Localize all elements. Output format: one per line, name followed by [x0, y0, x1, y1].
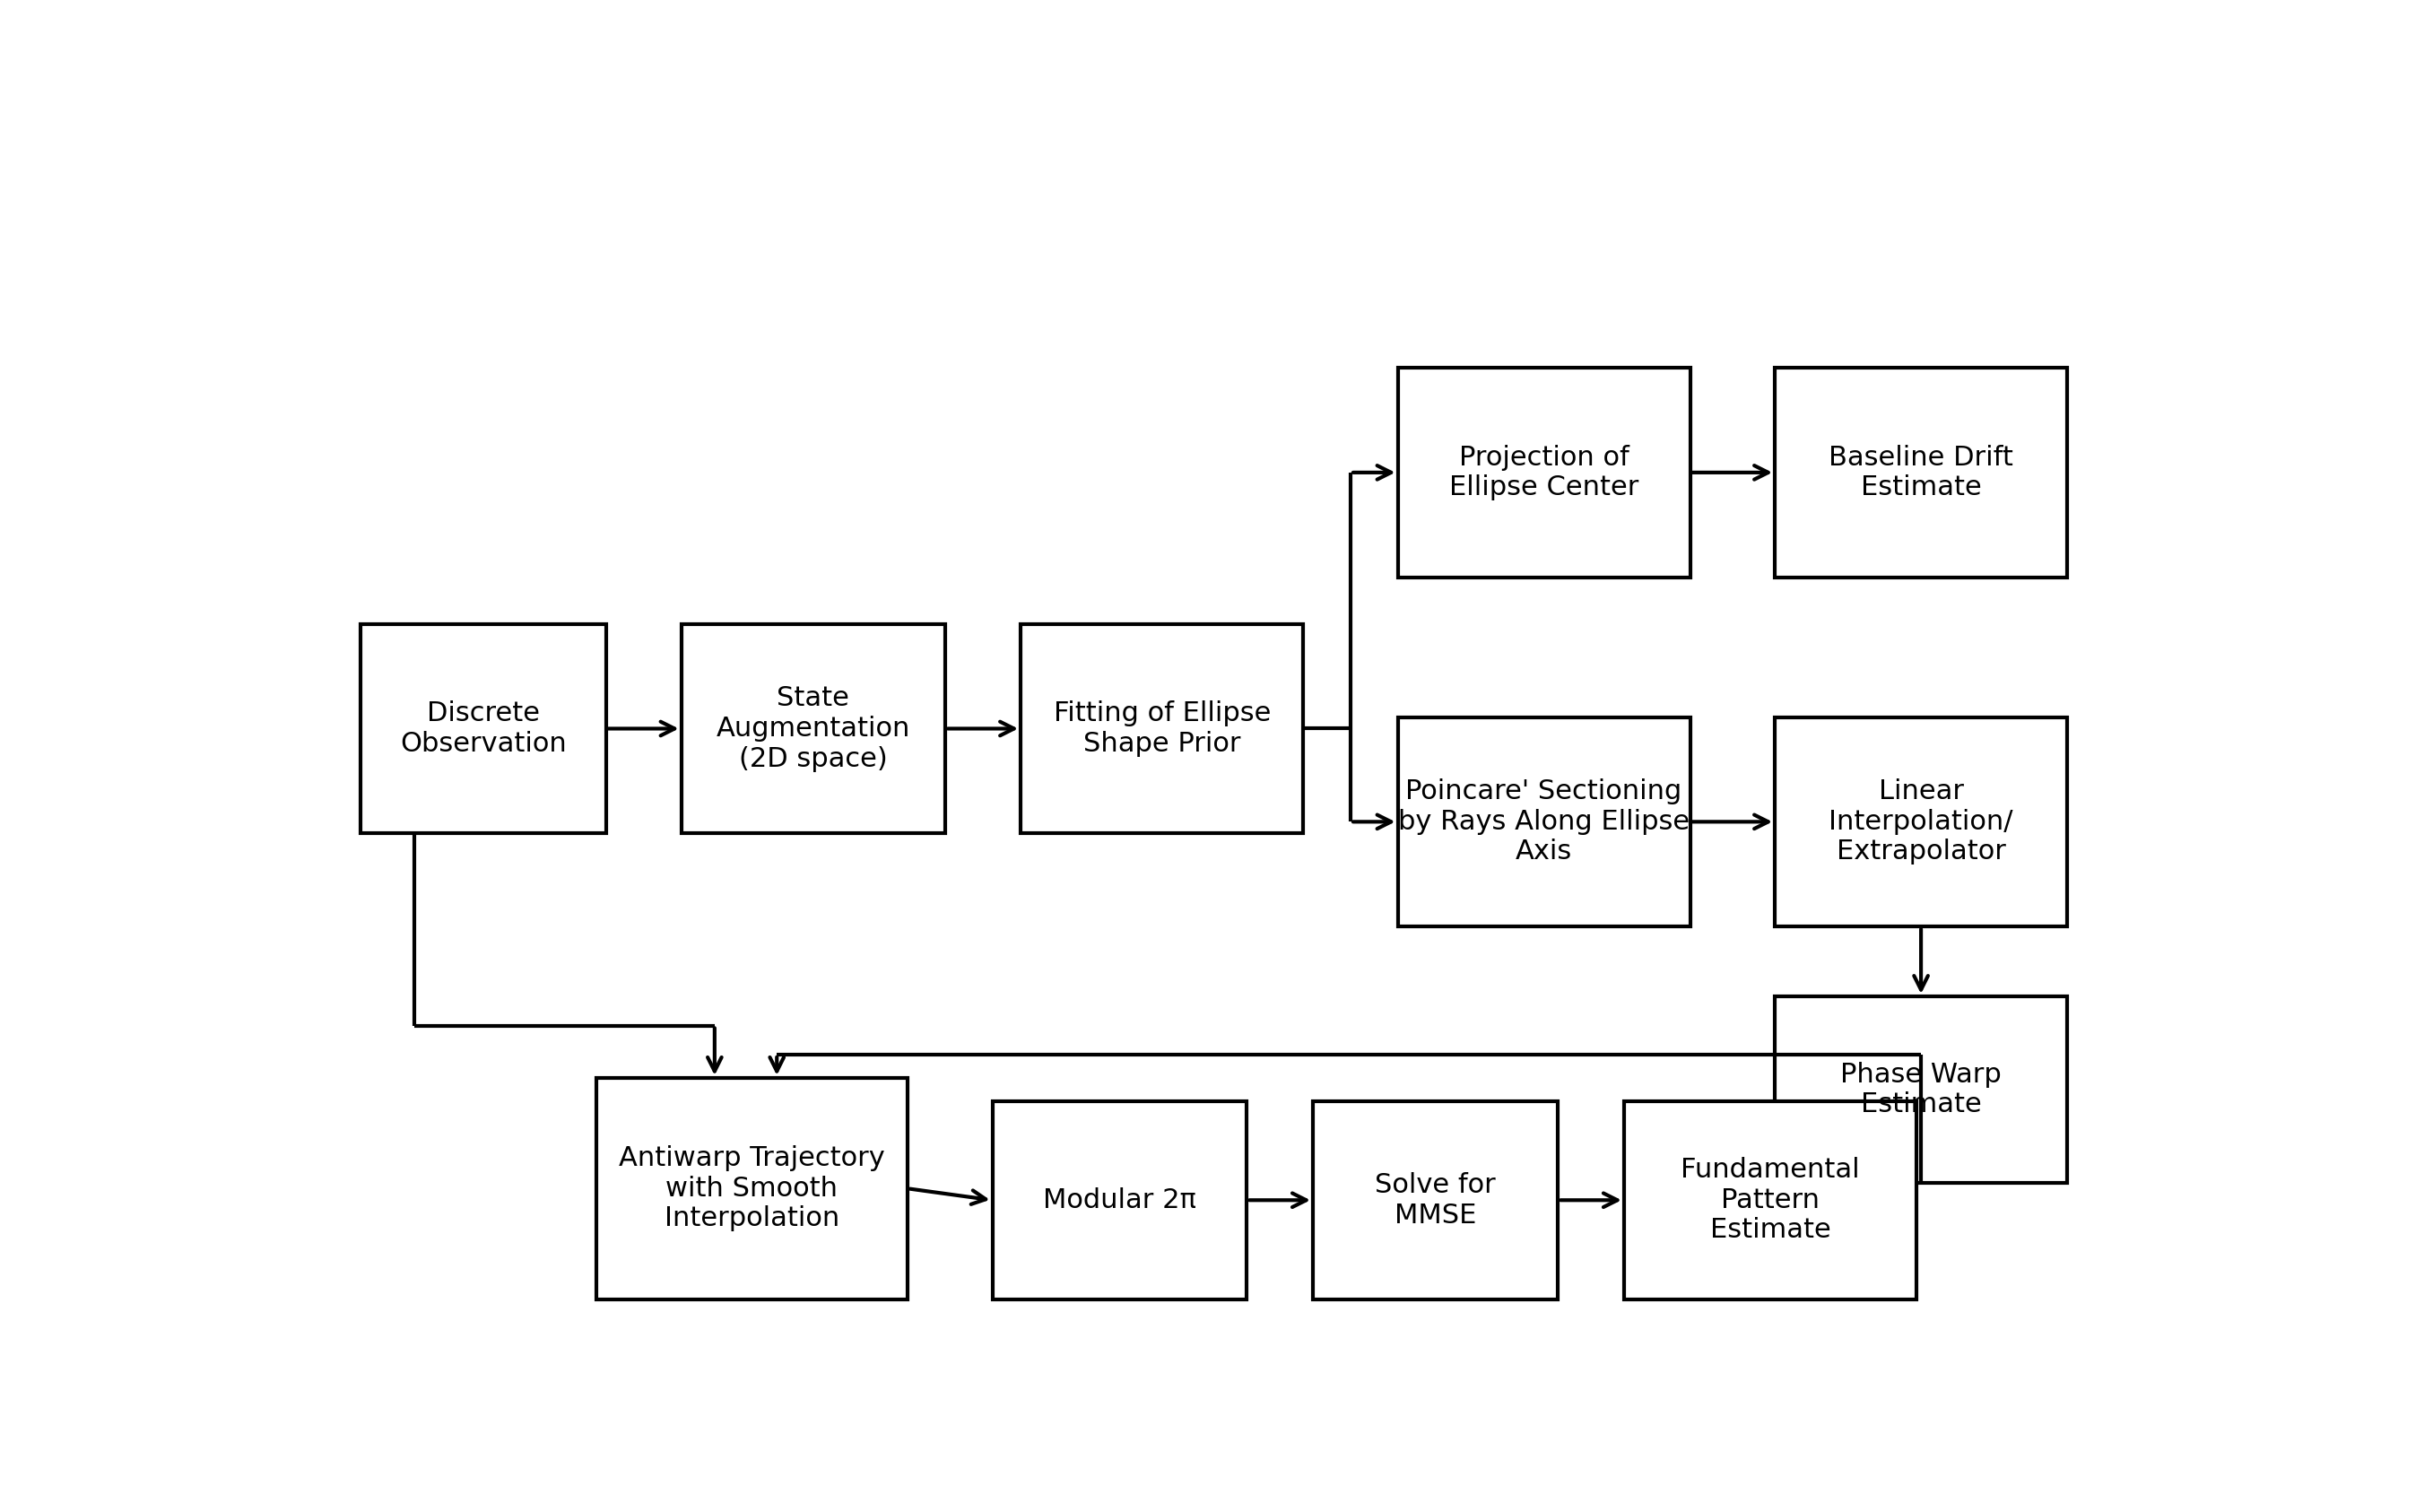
- Text: Solve for
MMSE: Solve for MMSE: [1375, 1172, 1496, 1228]
- FancyBboxPatch shape: [681, 624, 944, 833]
- Text: Poincare' Sectioning
by Rays Along Ellipse
Axis: Poincare' Sectioning by Rays Along Ellip…: [1399, 779, 1689, 865]
- FancyBboxPatch shape: [1022, 624, 1304, 833]
- Text: Phase Warp
Estimate: Phase Warp Estimate: [1839, 1061, 2002, 1117]
- Text: Projection of
Ellipse Center: Projection of Ellipse Center: [1450, 445, 1640, 500]
- Text: Linear
Interpolation/
Extrapolator: Linear Interpolation/ Extrapolator: [1830, 779, 2012, 865]
- FancyBboxPatch shape: [1397, 367, 1691, 578]
- FancyBboxPatch shape: [1776, 717, 2068, 927]
- FancyBboxPatch shape: [596, 1078, 908, 1299]
- Text: Discrete
Observation: Discrete Observation: [399, 700, 567, 756]
- Text: Fitting of Ellipse
Shape Prior: Fitting of Ellipse Shape Prior: [1053, 700, 1270, 756]
- Text: Antiwarp Trajectory
with Smooth
Interpolation: Antiwarp Trajectory with Smooth Interpol…: [618, 1146, 886, 1232]
- Text: Fundamental
Pattern
Estimate: Fundamental Pattern Estimate: [1681, 1157, 1859, 1243]
- Text: State
Augmentation
(2D space): State Augmentation (2D space): [715, 685, 910, 771]
- FancyBboxPatch shape: [360, 624, 606, 833]
- FancyBboxPatch shape: [1397, 717, 1691, 927]
- FancyBboxPatch shape: [1314, 1101, 1557, 1299]
- FancyBboxPatch shape: [1776, 996, 2068, 1182]
- Text: Baseline Drift
Estimate: Baseline Drift Estimate: [1830, 445, 2015, 500]
- FancyBboxPatch shape: [993, 1101, 1248, 1299]
- FancyBboxPatch shape: [1625, 1101, 1917, 1299]
- FancyBboxPatch shape: [1776, 367, 2068, 578]
- Text: Modular 2π: Modular 2π: [1044, 1187, 1197, 1213]
